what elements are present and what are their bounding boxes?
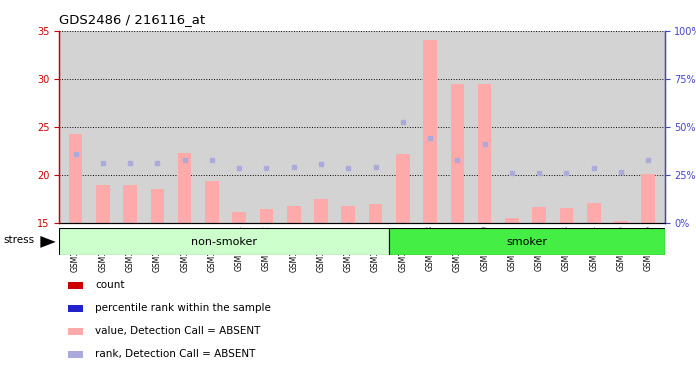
Bar <box>177 152 191 223</box>
Polygon shape <box>40 236 56 248</box>
Bar <box>532 207 546 223</box>
Bar <box>396 154 410 223</box>
Bar <box>232 212 246 223</box>
Bar <box>314 199 328 223</box>
Bar <box>68 305 84 312</box>
Bar <box>205 181 219 223</box>
Text: non-smoker: non-smoker <box>191 237 258 247</box>
Text: rank, Detection Call = ABSENT: rank, Detection Call = ABSENT <box>95 349 256 359</box>
Bar <box>587 202 601 223</box>
Bar <box>68 282 84 289</box>
Bar <box>642 174 655 223</box>
Bar <box>423 40 437 223</box>
Bar <box>68 351 84 358</box>
Bar <box>287 207 301 223</box>
Bar <box>96 185 109 223</box>
Text: count: count <box>95 280 125 290</box>
Bar <box>369 204 382 223</box>
Text: GDS2486 / 216116_at: GDS2486 / 216116_at <box>59 13 205 26</box>
Text: stress: stress <box>3 235 35 245</box>
Text: value, Detection Call = ABSENT: value, Detection Call = ABSENT <box>95 326 261 336</box>
Bar <box>450 84 464 223</box>
Bar <box>478 84 491 223</box>
Bar <box>560 208 574 223</box>
Bar <box>614 221 628 223</box>
Text: smoker: smoker <box>507 237 548 247</box>
Bar <box>260 209 274 223</box>
Bar <box>123 185 137 223</box>
Bar <box>342 207 355 223</box>
Bar <box>505 218 519 223</box>
Bar <box>390 228 665 255</box>
Text: percentile rank within the sample: percentile rank within the sample <box>95 303 271 313</box>
Bar <box>68 328 84 335</box>
Bar <box>69 134 82 223</box>
Bar <box>150 189 164 223</box>
Bar <box>59 228 390 255</box>
